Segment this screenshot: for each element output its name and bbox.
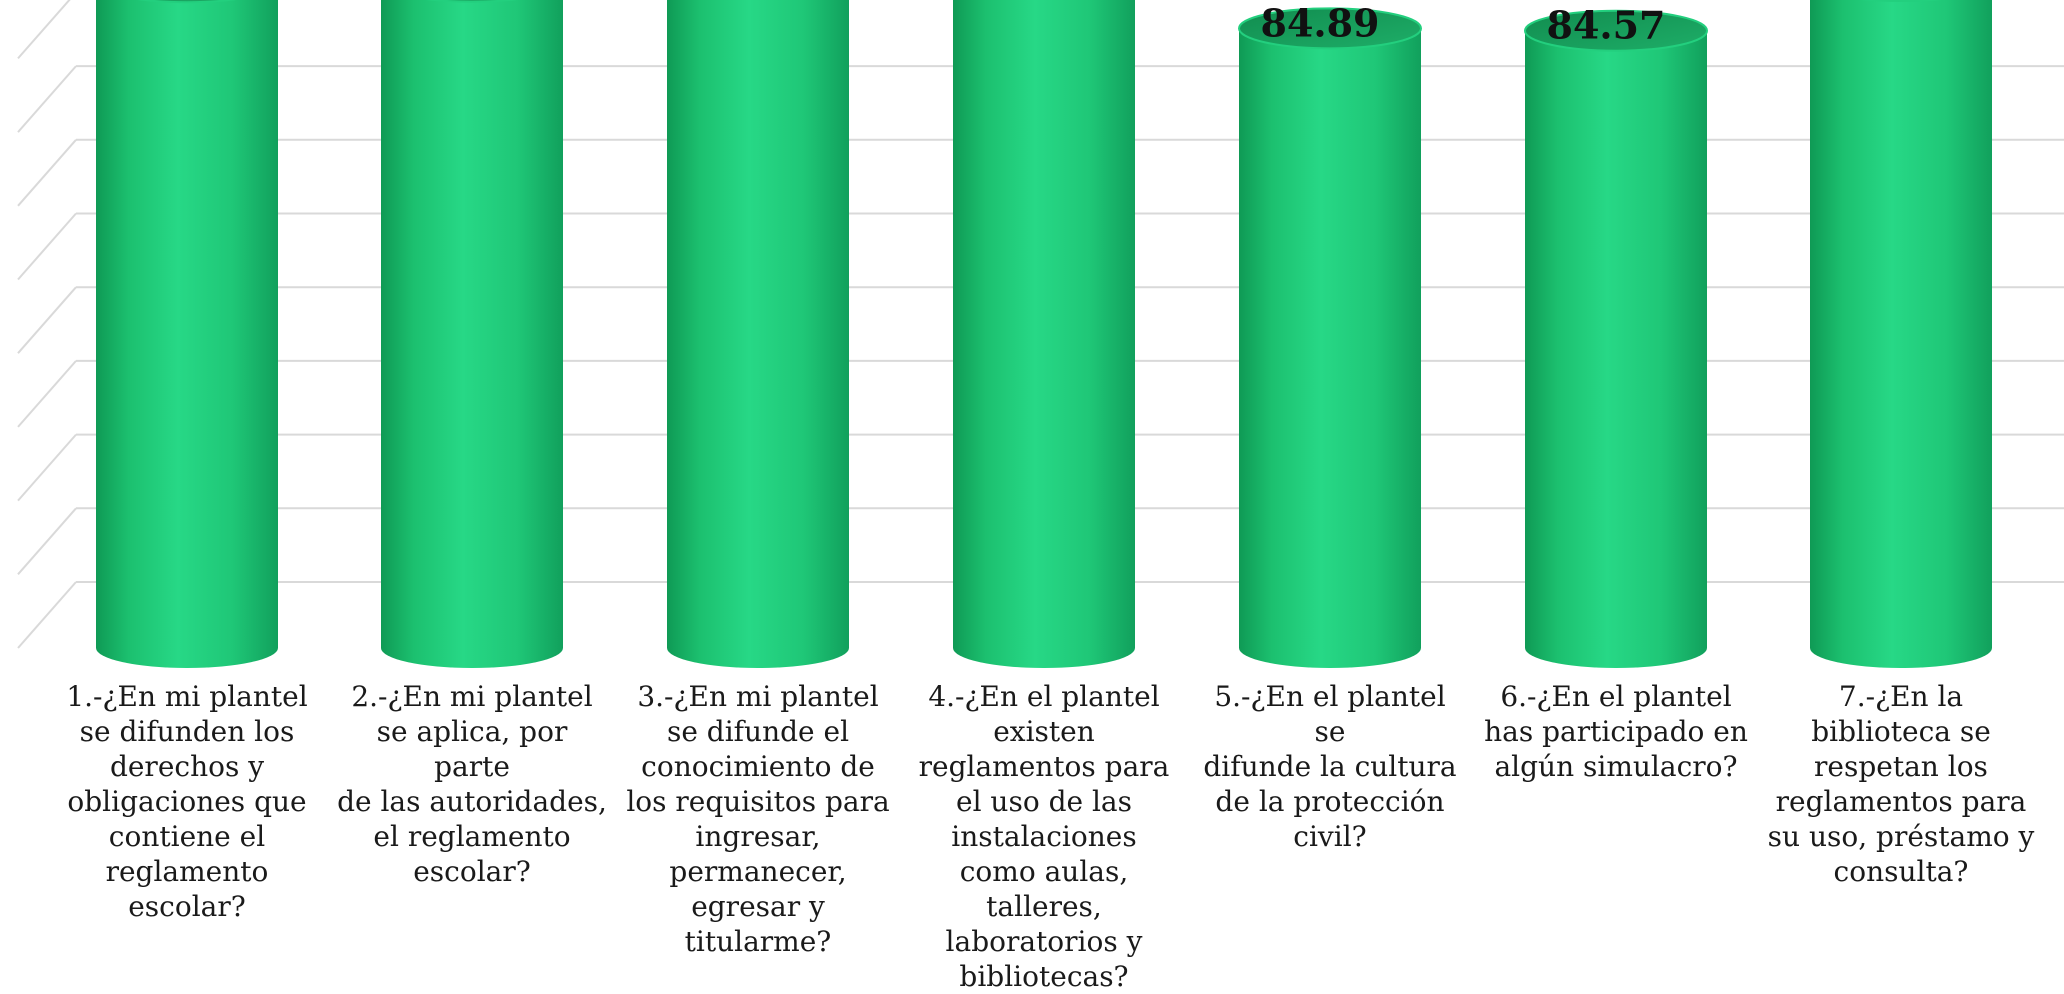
category-label-line: derechos y: [109, 750, 265, 783]
category-label-line: ingresar,: [695, 820, 821, 853]
bar-top: [137, 0, 237, 4]
bar-top: [1860, 0, 1942, 3]
category-label-line: titularme?: [684, 925, 832, 958]
category-label-line: el uso de las: [956, 785, 1132, 818]
category-label-line: contiene el: [108, 820, 266, 853]
category-label-line: existen: [993, 715, 1095, 748]
category-label-line: se aplica, por parte: [376, 715, 568, 783]
gridline-depth: [17, 139, 77, 207]
gridline-depth: [17, 581, 77, 649]
category-label: 5.-¿En el plantel se difunde la cultura de…: [1195, 679, 1465, 854]
category-label-line: como aulas,: [959, 855, 1129, 888]
category-label-line: 4.-¿En el plantel: [928, 680, 1160, 713]
gridline-depth: [17, 507, 77, 575]
bar: [953, 0, 1135, 668]
bars: [96, 0, 1992, 668]
category-label-line: has participado en: [1484, 715, 1748, 748]
category-label-line: instalaciones: [951, 820, 1137, 853]
category-label-line: de las autoridades,: [337, 785, 607, 818]
bar-body: [96, 0, 278, 668]
category-label-line: reglamento: [105, 855, 269, 888]
category-label-line: 1.-¿En mi plantel: [66, 680, 308, 713]
category-label-line: respetan los: [1814, 750, 1988, 783]
category-label-line: el reglamento: [373, 820, 571, 853]
category-label-line: los requisitos para: [626, 785, 890, 818]
category-label-line: egresar y: [691, 890, 825, 923]
category-label-line: de la protección: [1215, 785, 1445, 818]
bar-body: [667, 0, 849, 668]
category-label: 7.-¿En la biblioteca se respetan los reglam…: [1766, 679, 2036, 889]
bar-top: [1238, 7, 1422, 50]
gridline-depth: [17, 212, 77, 281]
category-label-line: se difunden los: [79, 715, 295, 748]
bar: [381, 0, 563, 668]
category-label-line: difunde la cultura: [1203, 750, 1457, 783]
bar: [1238, 7, 1422, 668]
bar-body: [1239, 28, 1421, 668]
bar-body: [953, 0, 1135, 668]
category-label-line: 6.-¿En el plantel: [1500, 680, 1732, 713]
category-label-line: obligaciones que: [67, 785, 307, 818]
data-label: 84.89: [1261, 0, 1380, 45]
bar-body: [1525, 30, 1707, 668]
category-label: 3.-¿En mi plantel se difunde el conocimien…: [623, 679, 893, 959]
data-label: 84.57: [1547, 3, 1666, 48]
gridline-depth: [17, 0, 71, 60]
category-label: 6.-¿En el plantel has participado en algún…: [1481, 679, 1751, 784]
gridline-depth: [17, 286, 77, 354]
gridline-depth: [17, 360, 77, 428]
category-label-line: 7.-¿En la: [1838, 680, 1964, 713]
category-label-line: consulta?: [1833, 855, 1969, 888]
category-label-line: permanecer,: [669, 855, 847, 888]
category-label-line: escolar?: [413, 855, 531, 888]
bar-body: [1810, 0, 1992, 668]
bar: [1524, 9, 1708, 668]
category-label-line: algún simulacro?: [1494, 750, 1738, 783]
category-label-line: reglamentos para: [1775, 785, 2027, 818]
category-label-line: talleres,: [986, 890, 1102, 923]
category-label: 2.-¿En mi plantel se aplica, por parte de …: [337, 679, 607, 889]
category-label: 1.-¿En mi plantel se difunden los derechos…: [52, 679, 322, 924]
bar: [96, 0, 278, 668]
bar: [667, 0, 849, 668]
category-label-line: 2.-¿En mi plantel: [351, 680, 593, 713]
category-label-line: biblioteca se: [1811, 715, 1991, 748]
category-label-line: bibliotecas?: [959, 960, 1129, 993]
category-label-line: se difunde el: [666, 715, 850, 748]
bar-top: [1524, 9, 1708, 52]
bar-body: [381, 0, 563, 668]
gridline-depth: [17, 65, 77, 133]
category-label-line: escolar?: [128, 890, 246, 923]
bar: [1810, 0, 1992, 668]
category-label-line: civil?: [1293, 820, 1367, 853]
category-label-line: reglamentos para: [918, 750, 1170, 783]
category-label-line: conocimiento de: [641, 750, 875, 783]
bar-top: [426, 0, 518, 3]
gridline-depth: [17, 433, 77, 502]
category-label-line: 3.-¿En mi plantel: [637, 680, 879, 713]
category-label: 4.-¿En el plantel existen reglamentos para…: [909, 679, 1179, 994]
category-label-line: 5.-¿En el plantel se: [1214, 680, 1446, 748]
category-label-line: laboratorios y: [945, 925, 1143, 958]
category-label-line: su uso, préstamo y: [1767, 820, 2035, 853]
